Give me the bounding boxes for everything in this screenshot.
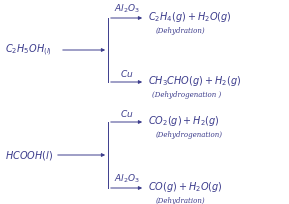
Text: $CO_2(g)+H_2(g)$: $CO_2(g)+H_2(g)$	[148, 114, 220, 128]
Text: $C_2H_4(g)+H_2O(g)$: $C_2H_4(g)+H_2O(g)$	[148, 10, 232, 24]
Text: (Dehydration): (Dehydration)	[156, 197, 206, 204]
Text: $C_2H_5OH_{(l)}$: $C_2H_5OH_{(l)}$	[5, 42, 52, 58]
Text: $Cu$: $Cu$	[120, 68, 133, 79]
Text: $Al_2O_3$: $Al_2O_3$	[114, 2, 140, 15]
Text: $Cu$: $Cu$	[120, 108, 133, 119]
Text: $Al_2O_3$: $Al_2O_3$	[114, 173, 140, 185]
Text: (Dehydrogenation): (Dehydrogenation)	[156, 131, 223, 139]
Text: $HCOOH(l)$: $HCOOH(l)$	[5, 149, 53, 162]
Text: $CO(g)+H_2O(g)$: $CO(g)+H_2O(g)$	[148, 180, 223, 194]
Text: (Dehydrogenation ): (Dehydrogenation )	[152, 91, 221, 99]
Text: $CH_3CHO(g)+H_2(g)$: $CH_3CHO(g)+H_2(g)$	[148, 74, 241, 88]
Text: (Dehydration): (Dehydration)	[156, 27, 206, 35]
